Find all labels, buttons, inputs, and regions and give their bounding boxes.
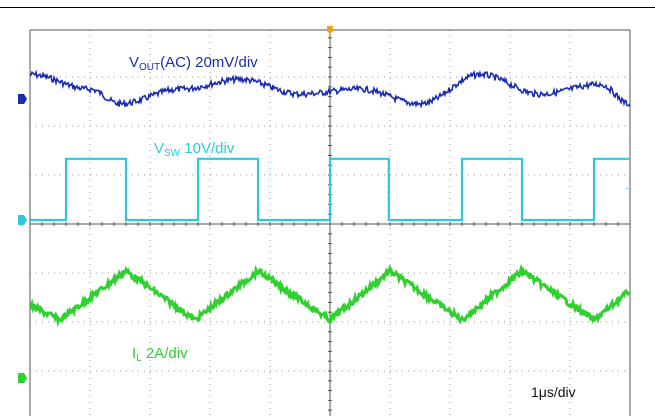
- vsw-label-scale: 10V/div: [180, 140, 235, 157]
- vout-label-main: V: [129, 54, 140, 71]
- il-label-scale: 2A/div: [141, 345, 188, 362]
- il-label-sub: L: [136, 353, 142, 364]
- vout-label-scale: (AC) 20mV/div: [160, 54, 258, 71]
- il-channel-label: IL 2A/div: [132, 345, 188, 364]
- vout-label-sub: OUT: [139, 62, 161, 73]
- vout-channel-label: VOUT(AC) 20mV/div: [129, 54, 258, 73]
- trigger-marker-icon: [327, 26, 333, 34]
- vsw-channel-label: VSW 10V/div: [154, 140, 235, 159]
- vsw-label-main: V: [154, 140, 165, 157]
- vsw-level-arrow-icon: ←: [624, 182, 634, 193]
- il-trace: [28, 263, 632, 328]
- vsw-label-sub: SW: [164, 148, 181, 159]
- vsw-trace: [30, 157, 630, 222]
- timebase-label: 1μs/div: [531, 384, 576, 400]
- il-label-main: I: [132, 345, 137, 362]
- vout-trace: [29, 69, 631, 109]
- vsw-channel-marker-icon: [18, 215, 27, 225]
- vout-channel-marker-icon: [18, 94, 27, 104]
- il-channel-marker-icon: [18, 373, 27, 383]
